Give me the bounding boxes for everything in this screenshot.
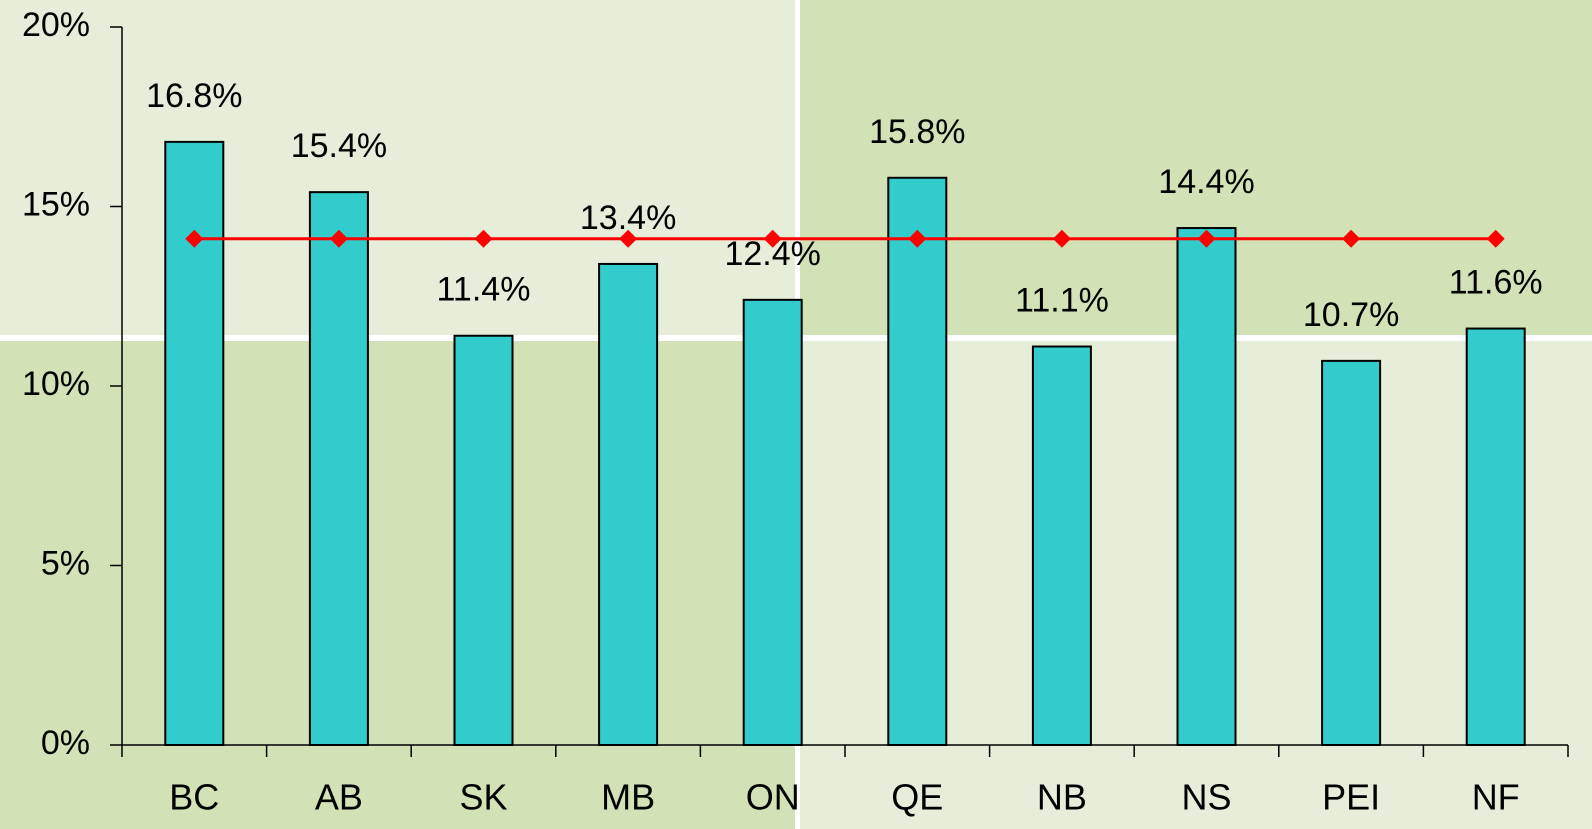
bar (453, 334, 514, 746)
y-tick-label: 10% (22, 365, 90, 403)
y-tick-label: 5% (41, 544, 90, 582)
data-label: 16.8% (146, 77, 242, 115)
x-tick-label: SK (459, 777, 507, 818)
bar (598, 262, 659, 746)
bar (742, 298, 803, 746)
data-label: 10.7% (1303, 296, 1399, 334)
y-tick-label: 20% (22, 6, 90, 44)
x-tick-label: PEI (1322, 777, 1380, 818)
y-tick-label: 15% (22, 185, 90, 223)
x-tick-label: BC (169, 777, 219, 818)
data-label: 11.6% (1449, 264, 1543, 302)
x-tick-label: ON (746, 777, 800, 818)
line-marker (619, 229, 638, 248)
background-panel (0, 341, 795, 829)
data-label: 11.1% (1015, 281, 1109, 319)
line-marker (185, 229, 204, 248)
line-marker (474, 229, 493, 248)
line-marker (1486, 229, 1505, 248)
x-tick-label: MB (601, 777, 655, 818)
y-tick-label: 0% (41, 724, 90, 762)
x-tick-label: NS (1181, 777, 1231, 818)
bar (1031, 345, 1092, 746)
bar (1176, 227, 1237, 747)
data-label: 15.8% (869, 113, 965, 151)
line-marker (908, 229, 927, 248)
line-marker (1342, 229, 1361, 248)
line-marker (763, 229, 782, 248)
x-tick-label: NB (1037, 777, 1087, 818)
background-panel (0, 0, 795, 335)
data-label: 14.4% (1158, 163, 1254, 201)
x-tick-label: NF (1472, 777, 1520, 818)
bar (164, 140, 225, 746)
bar (1321, 359, 1382, 746)
bar (308, 191, 369, 746)
x-tick-label: QE (891, 777, 943, 818)
bar (1465, 327, 1526, 746)
line-marker (1197, 229, 1216, 248)
line-marker (1052, 229, 1071, 248)
x-tick-label: AB (315, 777, 363, 818)
bar (887, 176, 948, 746)
line-marker (329, 229, 348, 248)
data-label: 11.4% (437, 271, 531, 309)
data-label: 15.4% (291, 127, 387, 165)
